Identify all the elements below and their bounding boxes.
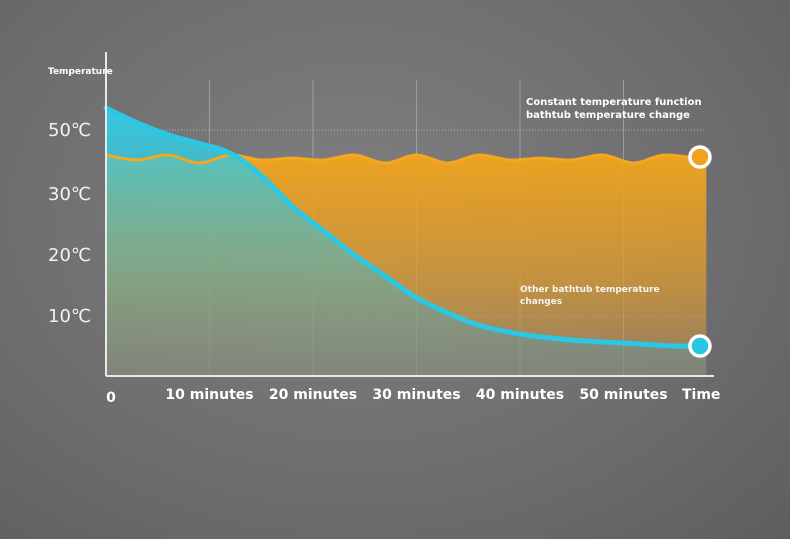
other-bathtub-line	[103, 105, 709, 349]
x-tick-label: 40 minutes	[476, 387, 564, 403]
svg-text:changes: changes	[520, 297, 562, 307]
svg-text:Other bathtub temperature: Other bathtub temperature	[520, 285, 660, 295]
x-tick-label: 20 minutes	[269, 387, 357, 403]
y-tick-labels: 10℃ 20℃ 30℃ 50℃	[48, 120, 91, 327]
x-tick-label: 0	[106, 390, 116, 406]
svg-text:Constant temperature function: Constant temperature function	[526, 97, 702, 108]
x-tick-label: 30 minutes	[372, 387, 460, 403]
other-bathtub-area	[106, 108, 707, 376]
svg-text:bathtub temperature change: bathtub temperature change	[526, 110, 690, 121]
other-bathtub-end-marker	[688, 334, 712, 358]
x-tick-label: 10 minutes	[165, 387, 253, 403]
y-tick-label: 10℃	[48, 306, 91, 327]
x-tick-labels: 0 10 minutes 20 minutes 30 minutes 40 minute…	[106, 387, 667, 406]
other-bathtub-annotation: Other bathtub temperature changes	[520, 285, 660, 307]
x-axis-label: Time	[682, 387, 720, 403]
y-tick-label: 30℃	[48, 184, 91, 205]
constant-temp-end-marker	[688, 145, 712, 169]
constant-temp-line	[105, 153, 707, 165]
constant-temp-annotation: Constant temperature function bathtub te…	[526, 97, 702, 121]
x-tick-label: 50 minutes	[579, 387, 667, 403]
y-tick-label: 20℃	[48, 245, 91, 266]
y-axis-label: Temperature	[48, 67, 113, 77]
y-tick-label: 50℃	[48, 120, 91, 141]
